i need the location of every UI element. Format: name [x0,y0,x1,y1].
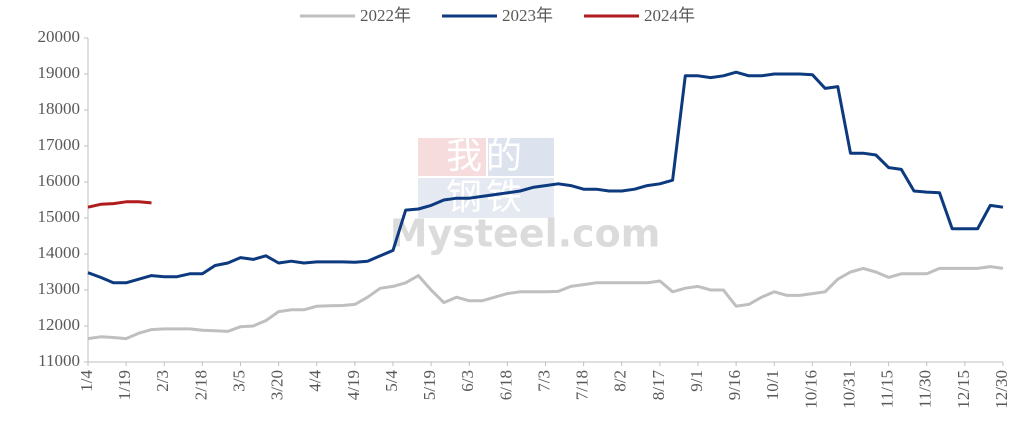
line-series [87,265,1004,341]
x-tick-label: 11/30 [916,370,935,408]
x-tick-label: 1/4 [77,370,96,392]
x-tick-label: 6/3 [458,370,477,392]
x-tick-label: 10/16 [801,370,820,409]
x-tick-label: 12/30 [992,370,1011,409]
x-tick-label: 10/1 [763,370,782,400]
y-tick-label: 18000 [38,99,81,118]
y-tick-label: 17000 [38,135,81,154]
y-tick-label: 19000 [38,63,81,82]
x-tick-label: 6/18 [496,370,515,400]
line-series [87,200,152,209]
y-tick-label: 16000 [38,171,81,190]
x-tick-label: 5/4 [382,370,401,392]
watermark-text: 我的 [446,136,526,177]
y-tick-label: 13000 [38,279,81,298]
legend-label: 2024年 [644,6,695,25]
watermark-box [418,178,554,218]
x-tick-label: 1/19 [115,370,134,400]
x-tick-label: 9/16 [725,370,744,400]
y-tick-label: 14000 [38,243,81,262]
y-tick-label: 20000 [38,27,81,46]
y-tick-label: 15000 [38,207,81,226]
legend-label: 2023年 [502,6,553,25]
legend-label: 2022年 [360,6,411,25]
watermark-box [418,138,486,176]
x-tick-label: 9/1 [687,370,706,392]
x-tick-label: 10/31 [839,370,858,409]
x-tick-label: 11/15 [878,370,897,408]
x-tick-label: 7/3 [534,370,553,392]
watermark: 我的 钢铁 Mysteel.com [390,136,661,256]
x-tick-label: 4/19 [344,370,363,400]
x-tick-label: 2/18 [191,370,210,400]
x-tick-label: 8/17 [649,370,668,401]
x-tick-label: 8/2 [611,370,630,392]
x-tick-label: 12/15 [954,370,973,409]
x-tick-label: 3/5 [229,370,248,392]
line-series [87,70,1004,285]
x-tick-label: 3/20 [268,370,287,400]
x-tick-label: 5/19 [420,370,439,400]
y-tick-label: 12000 [38,315,81,334]
x-tick-label: 7/18 [573,370,592,400]
y-tick-label: 11000 [38,351,80,370]
watermark-text: Mysteel.com [390,212,661,256]
x-tick-label: 2/3 [153,370,172,392]
x-tick-label: 4/4 [306,370,325,392]
watermark-box [488,138,554,176]
